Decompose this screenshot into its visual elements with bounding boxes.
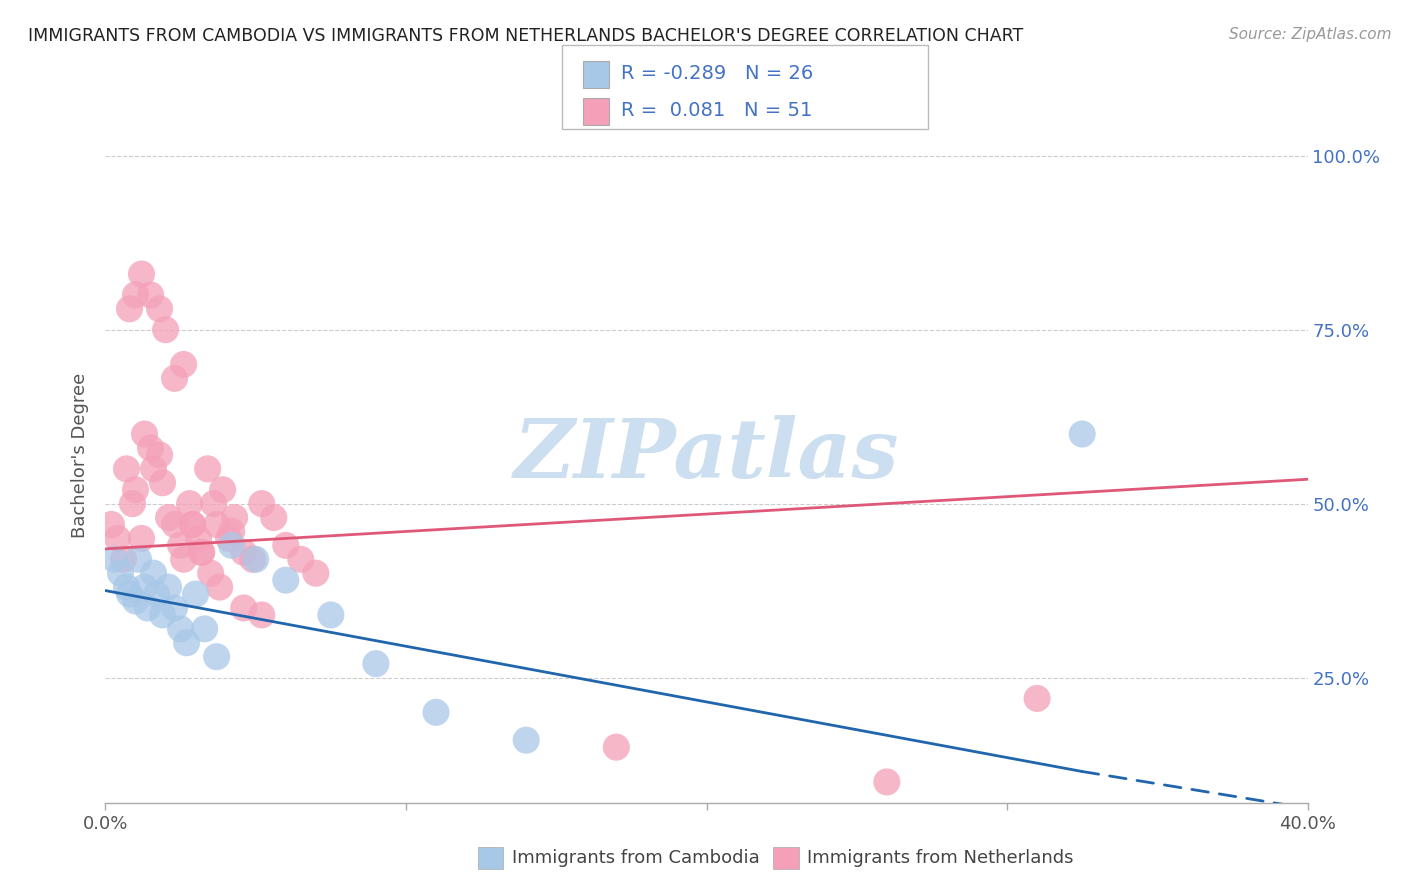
Point xyxy=(163,371,186,385)
Point xyxy=(169,538,191,552)
Point xyxy=(124,594,146,608)
Point xyxy=(139,441,162,455)
Point xyxy=(305,566,328,581)
Point xyxy=(197,462,219,476)
Point xyxy=(187,532,209,546)
Point xyxy=(1071,427,1094,442)
Point xyxy=(364,657,387,671)
Point xyxy=(118,587,141,601)
Point xyxy=(110,566,132,581)
Point xyxy=(115,462,138,476)
Point xyxy=(131,267,153,281)
Point xyxy=(173,552,195,566)
Point xyxy=(115,580,138,594)
Text: R =  0.081   N = 51: R = 0.081 N = 51 xyxy=(621,101,813,120)
Point xyxy=(263,510,285,524)
Point xyxy=(211,483,233,497)
Point xyxy=(179,497,201,511)
Point xyxy=(205,517,228,532)
Point xyxy=(232,601,254,615)
Point xyxy=(131,532,153,546)
Point xyxy=(152,607,174,622)
Point xyxy=(876,775,898,789)
Text: ZIPatlas: ZIPatlas xyxy=(513,415,900,495)
Point xyxy=(176,636,198,650)
Point xyxy=(152,475,174,490)
Text: R = -0.289   N = 26: R = -0.289 N = 26 xyxy=(621,63,814,83)
Point xyxy=(181,517,204,532)
Text: Immigrants from Cambodia: Immigrants from Cambodia xyxy=(512,849,759,867)
Point xyxy=(184,587,207,601)
Point xyxy=(250,497,273,511)
Point xyxy=(274,573,297,587)
Point xyxy=(142,462,165,476)
Point xyxy=(124,288,146,302)
Point xyxy=(100,517,122,532)
Point xyxy=(169,622,191,636)
Point xyxy=(221,524,243,539)
Point xyxy=(112,552,135,566)
Point xyxy=(145,587,167,601)
Point xyxy=(242,552,264,566)
Point xyxy=(107,532,129,546)
Point xyxy=(221,538,243,552)
Text: IMMIGRANTS FROM CAMBODIA VS IMMIGRANTS FROM NETHERLANDS BACHELOR'S DEGREE CORREL: IMMIGRANTS FROM CAMBODIA VS IMMIGRANTS F… xyxy=(28,27,1024,45)
Point xyxy=(157,510,180,524)
Point xyxy=(155,323,177,337)
Point xyxy=(121,497,143,511)
Text: Immigrants from Netherlands: Immigrants from Netherlands xyxy=(807,849,1074,867)
Point xyxy=(190,545,212,559)
Point xyxy=(205,649,228,664)
Point xyxy=(290,552,312,566)
Point xyxy=(139,288,162,302)
Point xyxy=(134,580,156,594)
Point xyxy=(134,427,156,442)
Point xyxy=(163,601,186,615)
Point xyxy=(605,740,627,755)
Point xyxy=(194,622,217,636)
Point xyxy=(190,545,212,559)
Point xyxy=(1026,691,1049,706)
Point xyxy=(124,483,146,497)
Point xyxy=(274,538,297,552)
Point xyxy=(148,301,170,316)
Point xyxy=(157,580,180,594)
Text: Source: ZipAtlas.com: Source: ZipAtlas.com xyxy=(1229,27,1392,42)
Point xyxy=(128,552,150,566)
Point xyxy=(250,607,273,622)
Point xyxy=(232,545,254,559)
Point xyxy=(118,301,141,316)
Point xyxy=(200,566,222,581)
Point xyxy=(208,580,231,594)
Point xyxy=(163,517,186,532)
Point xyxy=(136,601,159,615)
Point xyxy=(148,448,170,462)
Point xyxy=(319,607,342,622)
Point xyxy=(142,566,165,581)
Point xyxy=(202,497,225,511)
Point xyxy=(515,733,537,747)
Point xyxy=(425,706,447,720)
Point xyxy=(103,552,125,566)
Point xyxy=(218,532,240,546)
Y-axis label: Bachelor's Degree: Bachelor's Degree xyxy=(72,372,90,538)
Point xyxy=(181,517,204,532)
Point xyxy=(173,358,195,372)
Point xyxy=(224,510,246,524)
Point xyxy=(245,552,267,566)
